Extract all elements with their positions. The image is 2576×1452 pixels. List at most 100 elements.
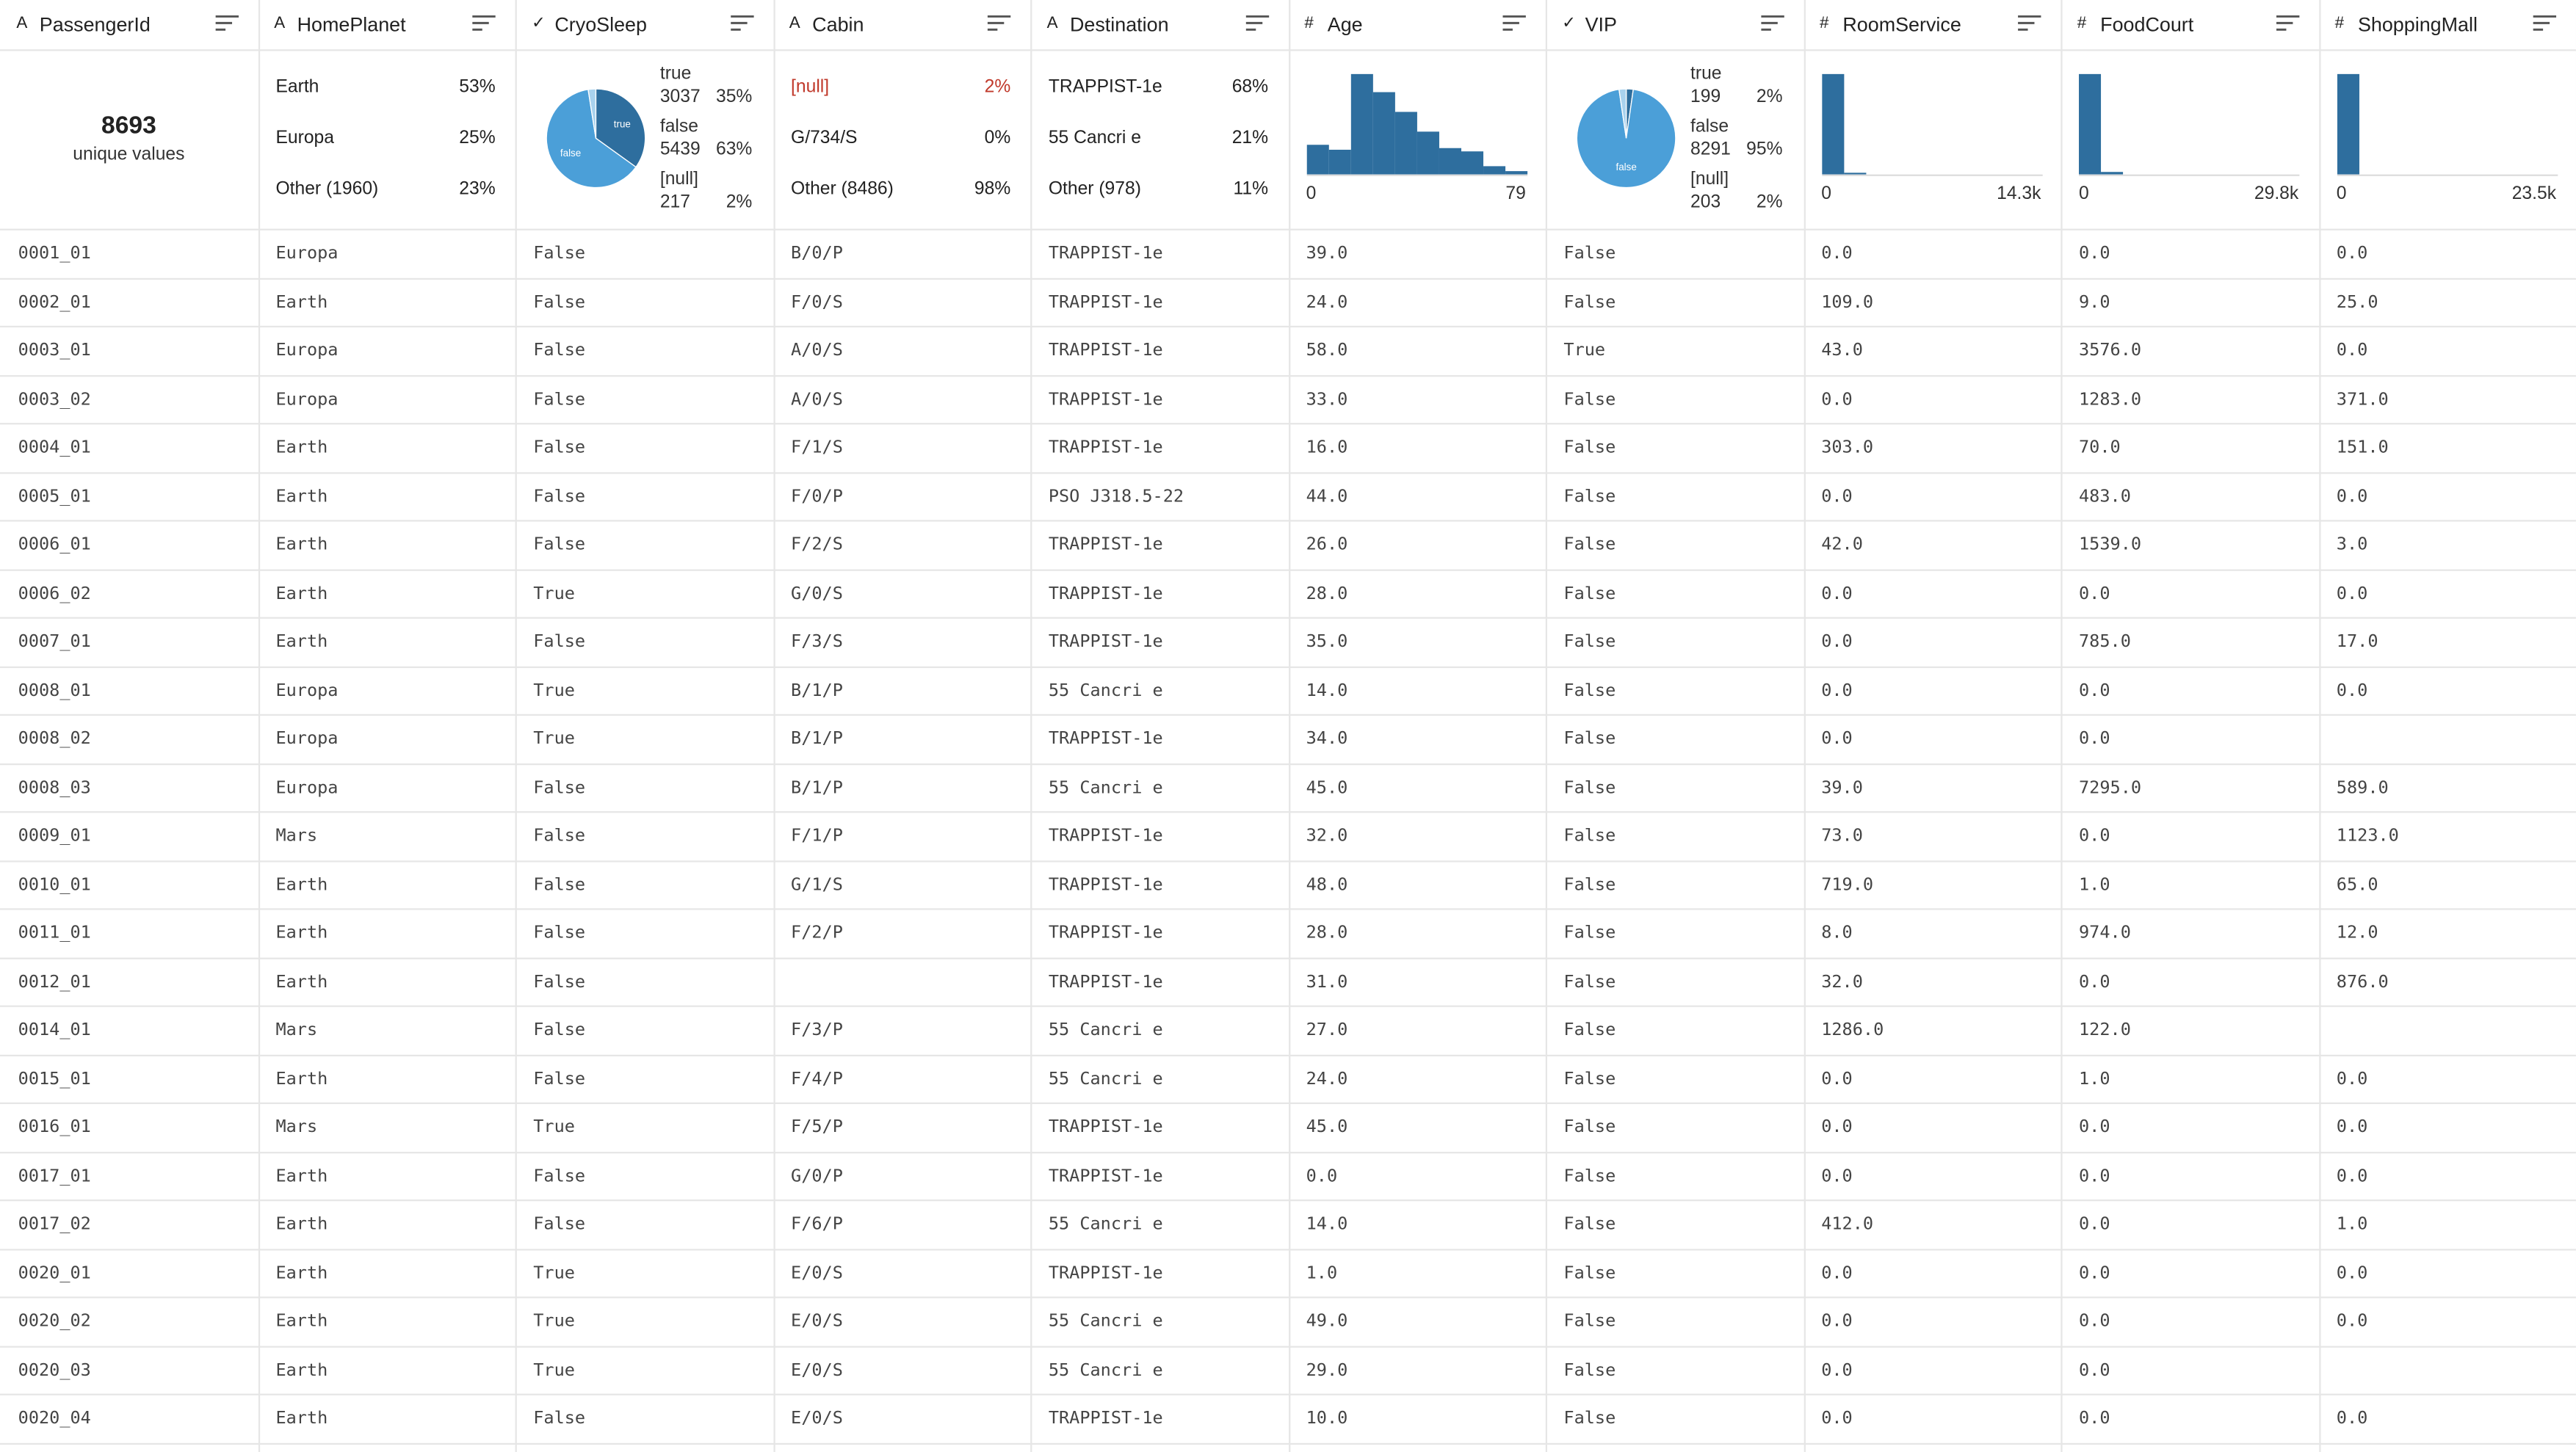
cell: B/1/P [791, 777, 843, 798]
cell: TRAPPIST-1e [1048, 1117, 1163, 1137]
column-divider [773, 0, 775, 1452]
row-divider [0, 423, 2576, 425]
row-divider [0, 520, 2576, 522]
cell: 0.0 [1821, 728, 1853, 749]
cell: Mars [275, 1020, 318, 1040]
cell: 1.0 [2079, 1068, 2110, 1089]
histogram-bar [1460, 151, 1483, 175]
histogram-min: 0 [2079, 184, 2089, 204]
pie-label: true [614, 118, 631, 129]
cell: 45.0 [1306, 1117, 1348, 1137]
pie-legend-count: 8291 [1690, 139, 1731, 160]
cell: 0.0 [2336, 1117, 2368, 1137]
cell: F/1/P [791, 826, 843, 846]
histogram [1821, 73, 2042, 176]
histogram-bar [2079, 73, 2102, 175]
pie-legend-pct: 95% [1746, 139, 1783, 160]
sort-button[interactable] [987, 15, 1011, 35]
histogram-min: 0 [1306, 184, 1317, 204]
cell: False [533, 874, 586, 895]
cell: 12.0 [2336, 923, 2378, 943]
cell: Earth [275, 631, 328, 652]
sort-button[interactable] [2275, 15, 2299, 35]
cell: 151.0 [2336, 438, 2389, 458]
cell: F/6/P [791, 1214, 843, 1235]
cell: False [1563, 1311, 1616, 1332]
row-divider [0, 1199, 2576, 1202]
sort-button[interactable] [1760, 15, 1784, 35]
cell: E/0/S [791, 1408, 843, 1429]
top-value-label: [null] [791, 77, 830, 98]
pie-legend-label: false [659, 117, 698, 137]
histogram-bar [1482, 166, 1505, 175]
cell: 0.0 [2336, 1408, 2368, 1429]
pie-legend-pct: 35% [715, 87, 753, 107]
cell: Earth [275, 923, 328, 943]
cell: Earth [275, 874, 328, 895]
pie-legend-pct: 63% [715, 139, 753, 160]
cell: TRAPPIST-1e [1048, 438, 1163, 458]
cell: 0003_01 [18, 340, 91, 360]
row-divider [0, 1442, 2576, 1444]
column-name: PassengerId [39, 12, 151, 37]
row-divider [0, 714, 2576, 716]
cell: False [1563, 291, 1616, 312]
row-divider [0, 228, 2576, 230]
pie-chart: true false [546, 88, 646, 189]
cell: False [1563, 1360, 1616, 1380]
cell: A/0/S [791, 340, 843, 360]
sort-button[interactable] [1502, 15, 1526, 35]
cell: False [1563, 728, 1616, 749]
sort-button[interactable] [1245, 15, 1269, 35]
cell: Earth [275, 534, 328, 555]
top-value-label: Other (1960) [275, 179, 379, 200]
cell: 0.0 [1821, 631, 1853, 652]
sort-button[interactable] [730, 15, 753, 35]
cell: 0.0 [2336, 1263, 2368, 1283]
sort-button[interactable] [2533, 15, 2557, 35]
cell: Earth [275, 486, 328, 507]
cell: 39.0 [1821, 777, 1863, 798]
column-name: HomePlanet [297, 12, 406, 37]
cell: 0.0 [1821, 1408, 1853, 1429]
top-value-pct: 0% [984, 128, 1011, 148]
cell: 0007_01 [18, 631, 91, 652]
cell: 34.0 [1306, 728, 1348, 749]
cell: Earth [275, 583, 328, 603]
cell: 58.0 [1306, 340, 1348, 360]
cell: 0017_01 [18, 1166, 91, 1186]
cell: 0020_03 [18, 1360, 91, 1380]
sort-button[interactable] [214, 15, 238, 35]
cell: 1539.0 [2079, 534, 2142, 555]
cell: 0008_02 [18, 728, 91, 749]
cell: F/2/P [791, 923, 843, 943]
cell: 0012_01 [18, 971, 91, 992]
cell: 1.0 [2336, 1214, 2368, 1235]
cell: 28.0 [1306, 583, 1348, 603]
histogram-bar [1394, 112, 1417, 175]
cell: Earth [275, 971, 328, 992]
cell: True [533, 1311, 575, 1332]
cell: False [533, 340, 586, 360]
pie-legend-count: 203 [1690, 192, 1721, 213]
sort-button[interactable] [2018, 15, 2041, 35]
cell: 55 Cancri e [1048, 1214, 1163, 1235]
cell: 0.0 [1306, 1166, 1338, 1186]
top-value-pct: 23% [459, 179, 496, 200]
cell: TRAPPIST-1e [1048, 631, 1163, 652]
cell: 1286.0 [1821, 1020, 1884, 1040]
cell: False [533, 1408, 586, 1429]
cell: 0017_02 [18, 1214, 91, 1235]
column-divider [1545, 0, 1548, 1452]
histogram-bar [1416, 131, 1439, 175]
column-divider [2061, 0, 2063, 1452]
pie-legend-label: true [659, 64, 692, 84]
cell: Earth [275, 1360, 328, 1380]
cell: E/0/S [791, 1263, 843, 1283]
sort-button[interactable] [472, 15, 496, 35]
histogram-bar [1438, 148, 1461, 175]
column-divider [1287, 0, 1290, 1452]
column-name: Destination [1069, 12, 1169, 37]
row-divider [0, 568, 2576, 570]
